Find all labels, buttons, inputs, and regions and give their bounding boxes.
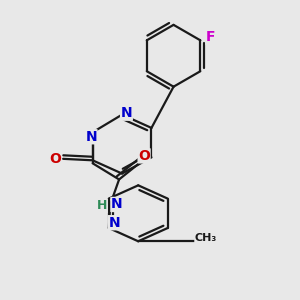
- Text: CH₃: CH₃: [195, 233, 217, 243]
- Text: O: O: [138, 149, 150, 163]
- Text: N: N: [121, 106, 132, 120]
- Text: O: O: [49, 152, 61, 166]
- Text: N: N: [85, 130, 97, 144]
- Text: H: H: [97, 200, 107, 212]
- Text: N: N: [108, 216, 120, 230]
- Text: F: F: [206, 30, 215, 44]
- Text: N: N: [111, 197, 122, 212]
